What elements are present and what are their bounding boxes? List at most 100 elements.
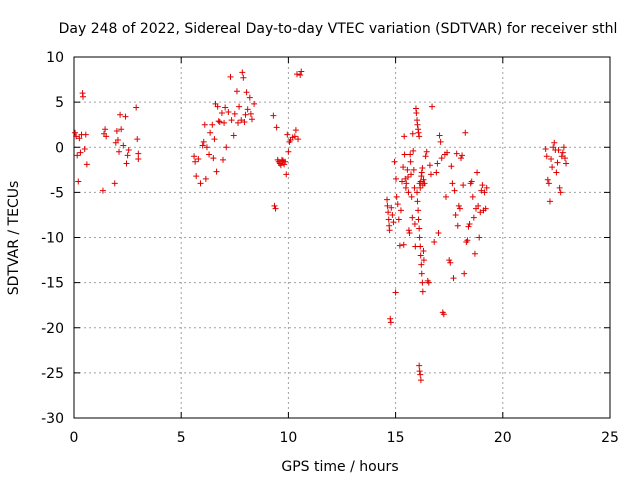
data-point: [220, 156, 227, 163]
data-point: [416, 225, 423, 232]
data-point: [446, 257, 453, 264]
data-point: [218, 109, 225, 116]
data-point: [292, 127, 299, 134]
data-point: [422, 153, 429, 160]
data-point: [197, 180, 204, 187]
data-point: [135, 150, 142, 157]
data-point: [293, 71, 300, 78]
data-point: [542, 146, 549, 153]
data-point: [200, 138, 207, 145]
data-point: [213, 168, 220, 175]
data-point: [117, 111, 124, 118]
data-point: [457, 155, 464, 162]
data-point: [416, 133, 423, 140]
data-point: [297, 72, 304, 79]
data-point: [469, 193, 476, 200]
data-point: [555, 146, 562, 153]
data-point: [419, 288, 426, 295]
data-point: [271, 202, 278, 209]
data-point: [419, 165, 426, 172]
x-tick-labels: 0 5 10 15 20 25: [70, 430, 619, 446]
x-tick-label: 0: [70, 430, 79, 446]
data-point: [230, 132, 237, 139]
data-point: [411, 220, 418, 227]
data-point: [193, 173, 200, 180]
data-point: [417, 371, 424, 378]
data-point: [216, 118, 223, 125]
data-point: [236, 103, 243, 110]
data-point: [206, 151, 213, 158]
data-point: [295, 136, 302, 143]
data-point: [418, 169, 425, 176]
data-point: [83, 161, 90, 168]
data-point: [77, 149, 84, 156]
data-point: [553, 169, 560, 176]
data-point: [99, 187, 106, 194]
data-point: [209, 121, 216, 128]
data-point: [82, 131, 89, 138]
data-point: [225, 109, 232, 116]
data-point: [277, 162, 284, 169]
x-tick-label: 5: [177, 430, 186, 446]
data-point: [387, 315, 394, 322]
data-point: [451, 187, 458, 194]
data-point: [561, 155, 568, 162]
data-point: [221, 119, 228, 126]
data-point: [81, 146, 88, 153]
data-point: [416, 234, 423, 241]
data-point: [272, 205, 279, 212]
data-point: [465, 223, 472, 230]
data-point: [134, 136, 141, 143]
data-point: [437, 138, 444, 145]
data-point: [551, 139, 558, 146]
data-point: [384, 202, 391, 209]
data-point: [431, 239, 438, 246]
y-tick-labels: -30 -25 -20 -15 -10 -5 0 5 10: [41, 50, 64, 427]
data-point: [429, 103, 436, 110]
data-point: [471, 250, 478, 257]
data-point: [239, 69, 246, 76]
data-point: [223, 144, 230, 151]
data-point: [455, 202, 462, 209]
data-point: [417, 243, 424, 250]
data-point: [563, 160, 570, 167]
data-point: [420, 176, 427, 183]
data-point: [387, 319, 394, 326]
data-point: [407, 158, 414, 165]
data-point: [80, 93, 87, 100]
data-point: [215, 118, 222, 125]
data-point: [405, 174, 412, 181]
data-point: [448, 163, 455, 170]
data-point: [242, 111, 249, 118]
data-point: [405, 227, 412, 234]
data-point: [447, 259, 454, 266]
data-point: [410, 147, 417, 154]
data-point: [405, 189, 412, 196]
data-point: [420, 248, 427, 255]
data-point: [456, 205, 463, 212]
data-point: [477, 209, 484, 216]
data-point: [425, 279, 432, 286]
data-point: [421, 180, 428, 187]
data-point: [199, 142, 206, 149]
y-tick-label: -30: [41, 411, 64, 427]
data-point: [273, 124, 280, 131]
data-point: [475, 202, 482, 209]
data-point: [396, 242, 403, 249]
data-point: [401, 151, 408, 158]
data-point: [544, 176, 551, 183]
data-point: [559, 149, 566, 156]
data-point: [453, 150, 460, 157]
data-point: [414, 189, 421, 196]
data-point: [392, 289, 399, 296]
data-point: [192, 158, 199, 165]
data-point: [210, 155, 217, 162]
data-point: [427, 171, 434, 178]
data-point: [417, 184, 424, 191]
data-point: [449, 180, 456, 187]
data-point: [386, 227, 393, 234]
data-point: [462, 129, 469, 136]
data-point: [546, 198, 553, 205]
data-point: [418, 261, 425, 268]
y-tick-label: 5: [55, 95, 64, 111]
